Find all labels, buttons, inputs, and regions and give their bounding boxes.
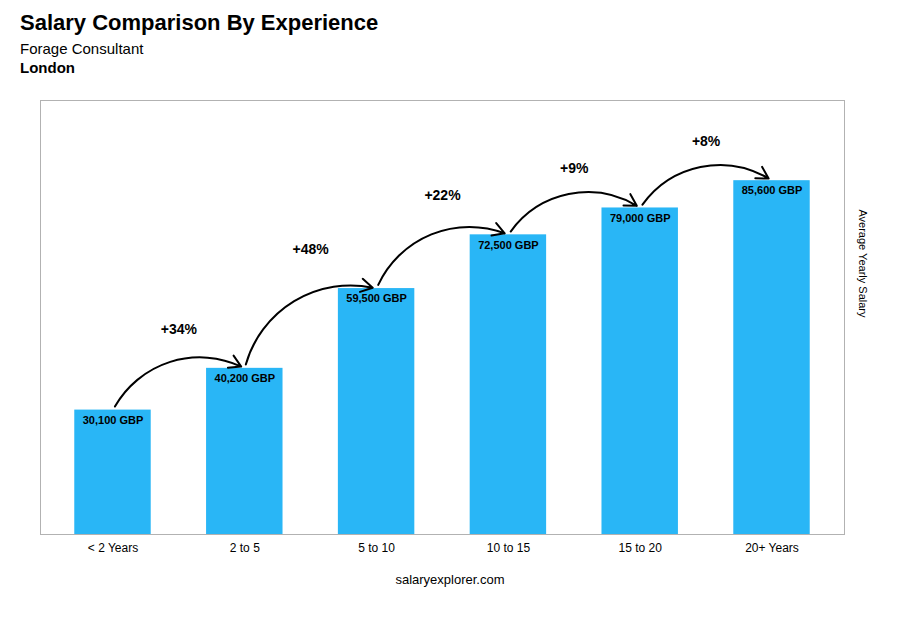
svg-text:30,100 GBP: 30,100 GBP	[83, 414, 144, 426]
svg-text:40,200 GBP: 40,200 GBP	[215, 372, 276, 384]
svg-text:72,500 GBP: 72,500 GBP	[478, 239, 539, 251]
svg-text:2 to 5: 2 to 5	[230, 541, 260, 555]
svg-text:79,000 GBP: 79,000 GBP	[610, 212, 671, 224]
svg-text:85,600 GBP: 85,600 GBP	[742, 184, 803, 196]
svg-text:+9%: +9%	[560, 160, 589, 176]
html-text:salaryexplorer.com: salaryexplorer.com	[395, 572, 505, 587]
svg-text:< 2 Years: < 2 Years	[88, 541, 138, 555]
svg-text:Average Yearly Salary: Average Yearly Salary	[857, 209, 869, 318]
html-text:London: London	[20, 59, 75, 76]
svg-text:+8%: +8%	[692, 133, 721, 149]
svg-text:5 to 10: 5 to 10	[358, 541, 395, 555]
html-text:Forage Consultant: Forage Consultant	[20, 40, 144, 57]
html-text:Salary Comparison By Experienc: Salary Comparison By Experience	[20, 10, 379, 35]
svg-text:+34%: +34%	[161, 321, 198, 337]
svg-text:+22%: +22%	[424, 187, 461, 203]
svg-text:20+ Years: 20+ Years	[745, 541, 799, 555]
svg-text:15 to 20: 15 to 20	[619, 541, 663, 555]
svg-text:59,500 GBP: 59,500 GBP	[346, 292, 407, 304]
svg-text:10 to 15: 10 to 15	[487, 541, 531, 555]
svg-text:+48%: +48%	[293, 241, 330, 257]
